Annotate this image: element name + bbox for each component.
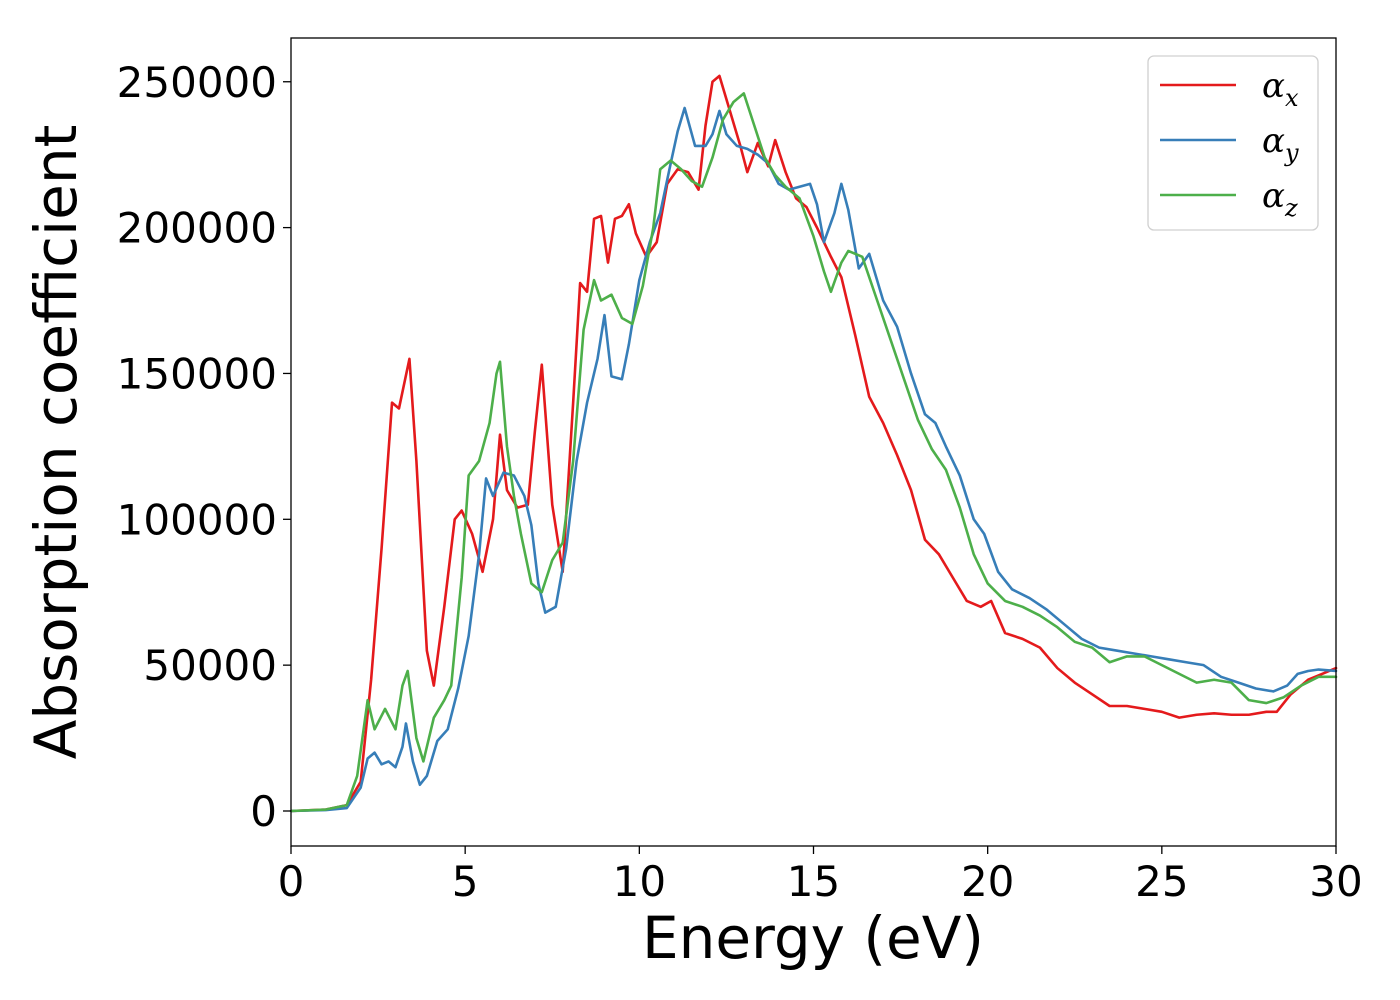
series-layer: [289, 74, 1338, 813]
series-line-z: [289, 92, 1338, 813]
x-tick-label: 5: [452, 857, 479, 906]
y-axis-title: Absorption coefficient: [22, 125, 90, 760]
x-tick-label: 15: [787, 857, 840, 906]
y-tick-label: 200000: [117, 204, 277, 253]
x-tick-label: 20: [961, 857, 1014, 906]
x-tick-label: 10: [613, 857, 666, 906]
series-line-x: [289, 74, 1338, 813]
x-tick-label: 25: [1135, 857, 1188, 906]
legend-box: [1147, 55, 1319, 231]
x-axis-ticks: 0 5 10 15 20 25 30: [278, 846, 1363, 906]
x-axis-title: Energy (eV): [642, 904, 984, 972]
series-line-y: [289, 106, 1338, 813]
y-tick-label: 250000: [117, 58, 277, 107]
y-tick-label: 100000: [117, 495, 277, 544]
y-tick-label: 150000: [117, 349, 277, 398]
x-tick-label: 30: [1309, 857, 1362, 906]
x-tick-label: 0: [278, 857, 305, 906]
y-tick-label: 0: [250, 787, 277, 836]
y-tick-label: 50000: [143, 641, 277, 690]
y-axis-ticks: 0 50000 100000 150000 200000 250000: [117, 58, 291, 836]
